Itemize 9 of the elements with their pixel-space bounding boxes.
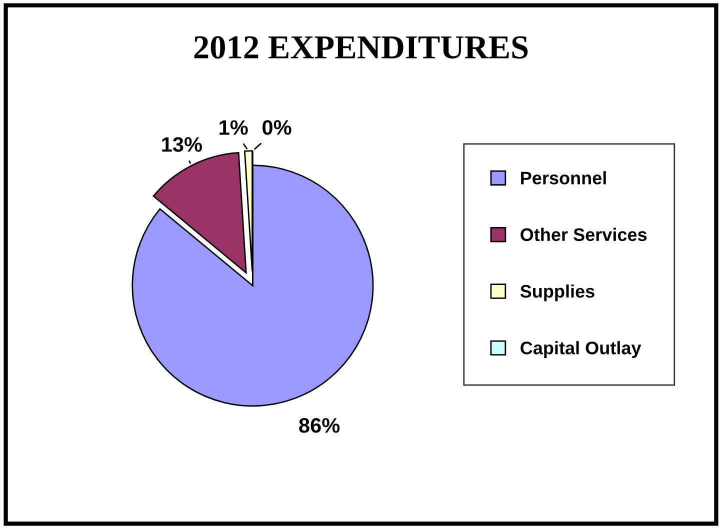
data-label: 13% — [162, 137, 202, 152]
chart-title: 2012 EXPENDITURES — [194, 36, 528, 59]
legend-label: Personnel — [521, 171, 606, 184]
text: 0% — [262, 120, 292, 135]
legend-label: Other Services — [520, 228, 647, 242]
data-label: 86% — [299, 418, 340, 433]
data-label: 1% — [220, 120, 248, 135]
legend-label: Supplies — [520, 284, 594, 302]
legend-label: Capital Outlay — [520, 341, 642, 358]
